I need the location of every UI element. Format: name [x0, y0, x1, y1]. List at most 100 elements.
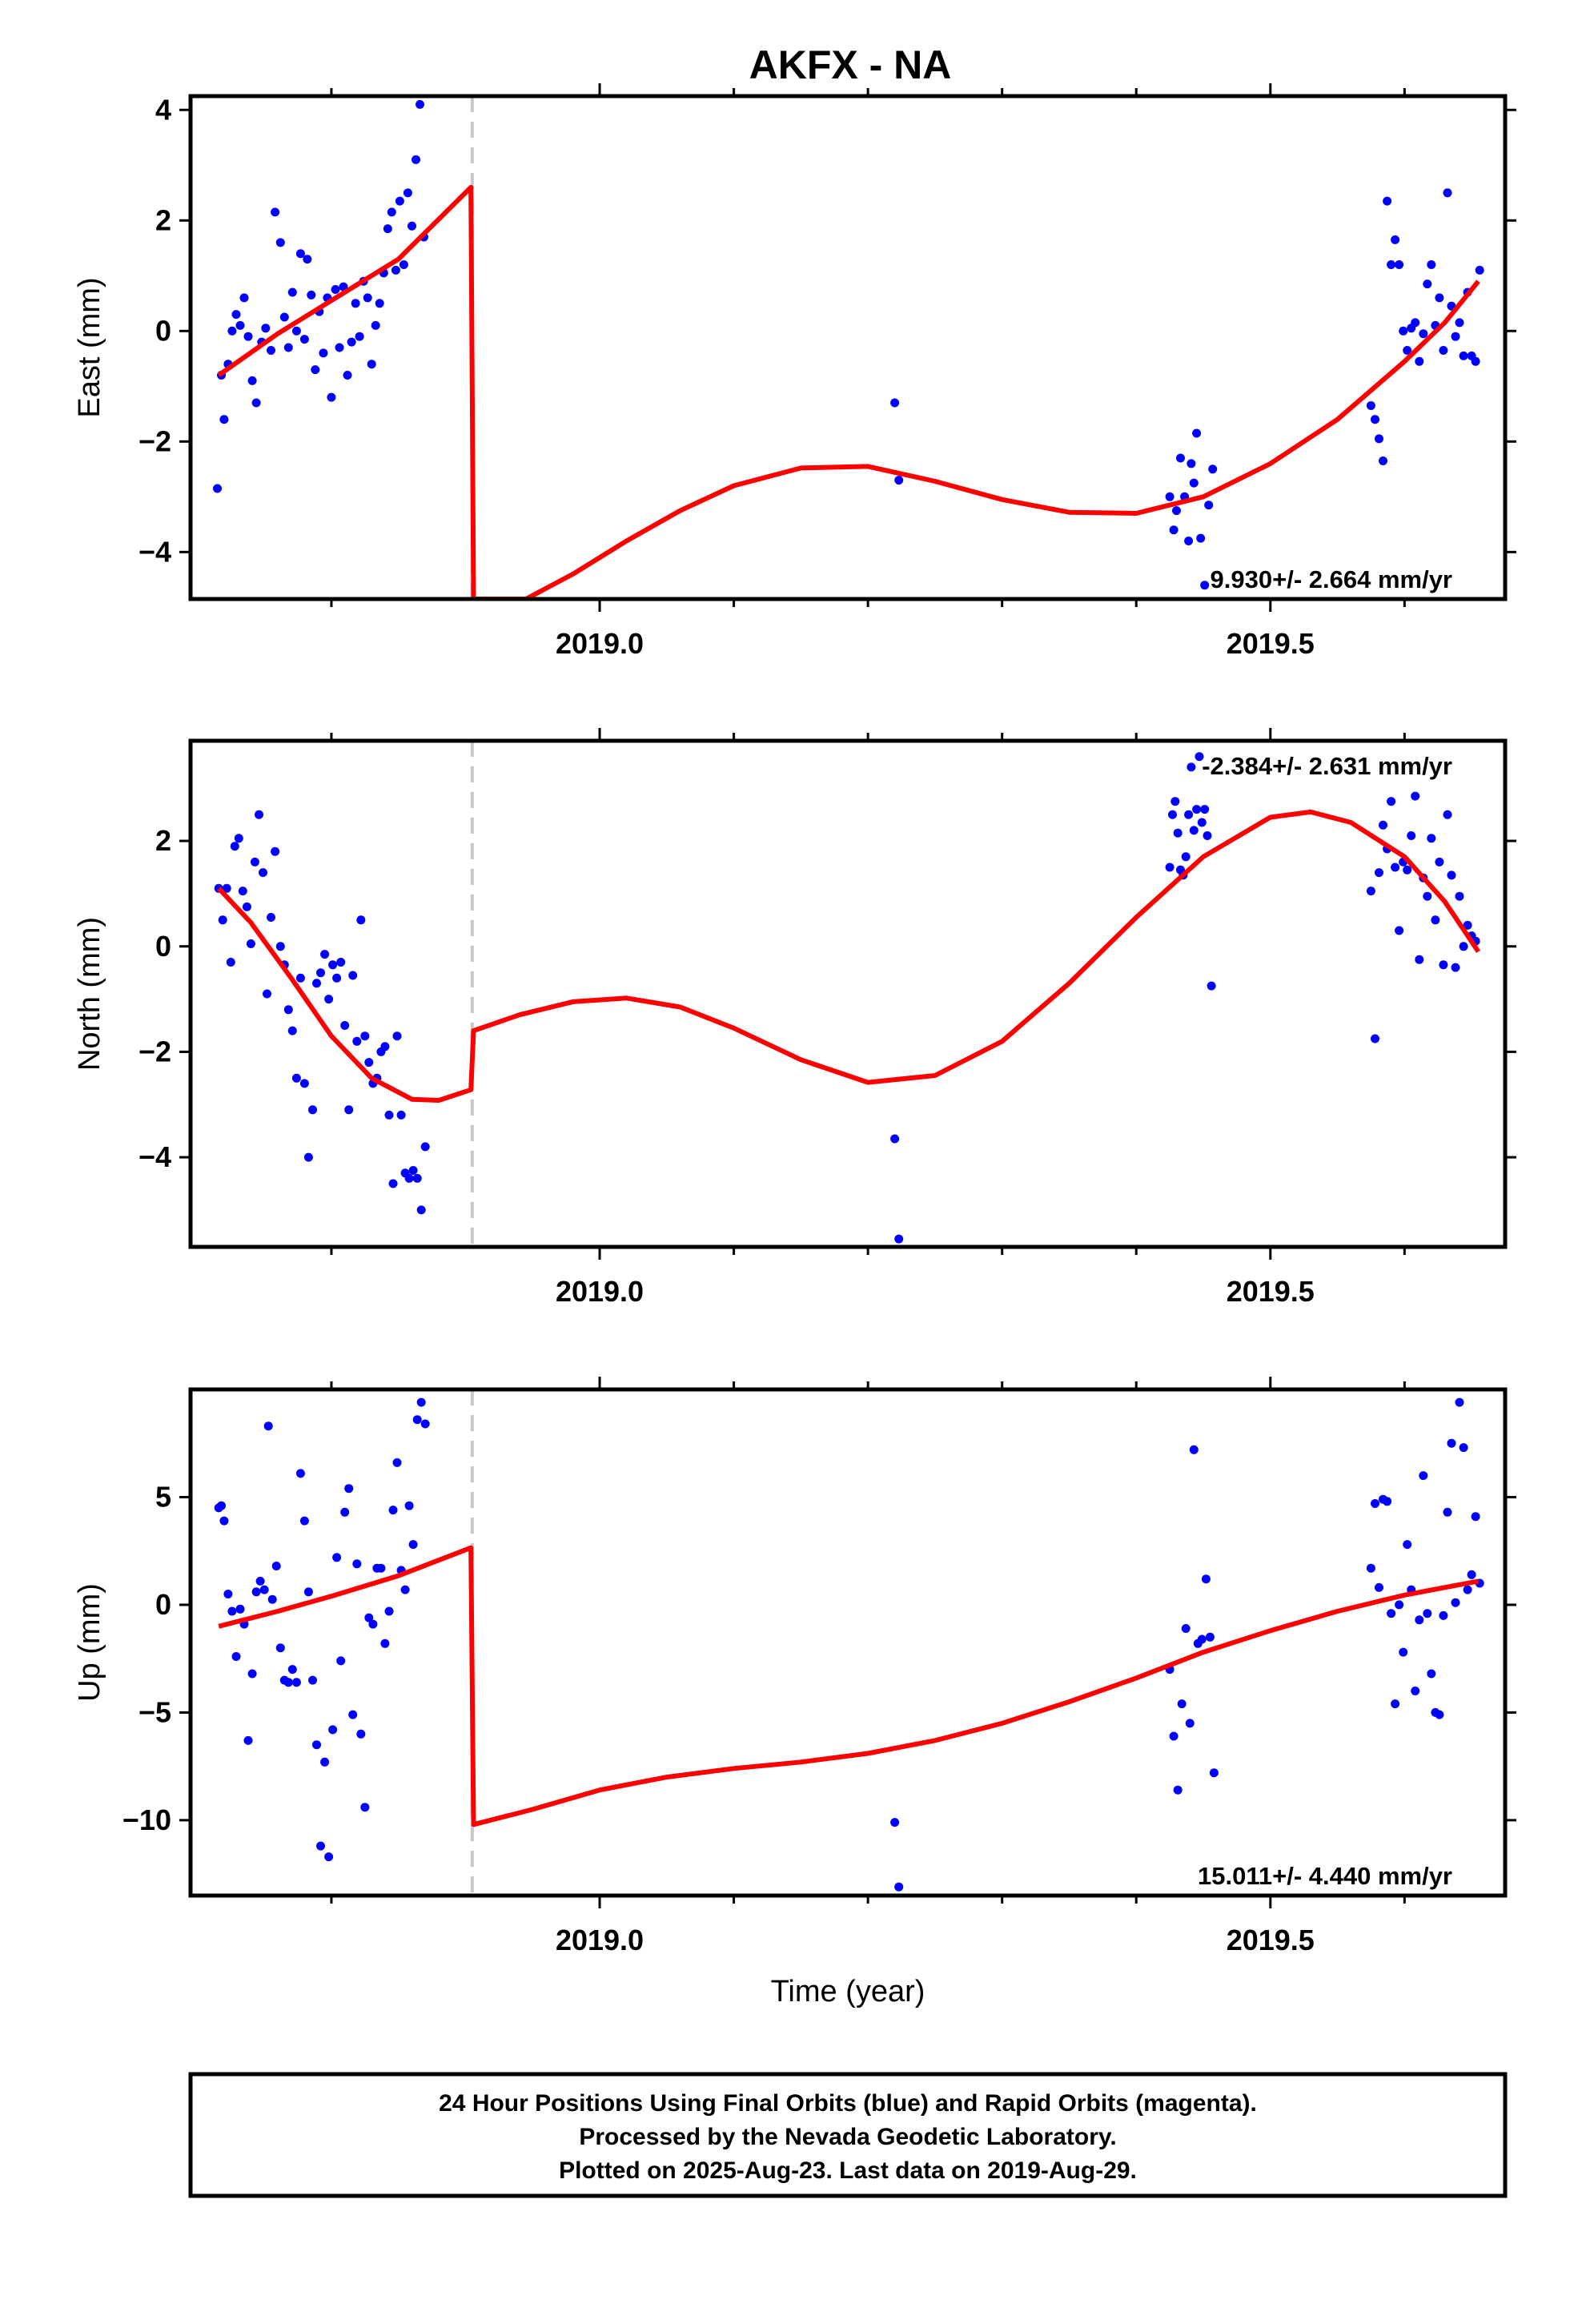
up-data-point-54	[894, 1882, 904, 1892]
north-data-point-86	[1431, 915, 1440, 925]
north-data-point-30	[336, 958, 346, 967]
north-data-point-10	[255, 810, 263, 819]
up-data-point-49	[408, 1540, 418, 1550]
north-frame	[188, 738, 1508, 1249]
east-data-point-22	[303, 255, 312, 264]
north-data-point-79	[1403, 865, 1412, 875]
east-data-point-5	[231, 310, 241, 320]
east-data-point-79	[1415, 356, 1424, 366]
up-data-point-11	[255, 1576, 265, 1586]
up-y-axis-label: Up (mm)	[73, 1583, 106, 1702]
east-data-point-29	[331, 285, 340, 294]
up-data-point-36	[356, 1729, 366, 1739]
up-data-point-76	[1403, 1540, 1412, 1550]
up-data-point-91	[1463, 1585, 1472, 1594]
east-y-tick-label-4: 4	[155, 93, 171, 126]
east-data-point-7	[239, 293, 249, 303]
up-data-point-93	[1471, 1512, 1480, 1522]
up-data-point-63	[1197, 1634, 1207, 1644]
north-data-point-37	[364, 1058, 374, 1068]
east-data-point-70	[1379, 456, 1387, 465]
up-data-point-72	[1387, 1609, 1396, 1618]
north-data-point-26	[320, 950, 330, 959]
east-y-axis-label: East (mm)	[73, 277, 106, 417]
up-data-point-15	[271, 1562, 281, 1570]
up-data-point-25	[312, 1740, 321, 1750]
north-data-point-57	[1173, 828, 1182, 838]
east-data-point-63	[1196, 533, 1206, 543]
north-data-point-25	[316, 968, 325, 978]
north-data-point-90	[1447, 870, 1456, 880]
east-data-point-75	[1399, 326, 1408, 336]
east-data-point-94	[1475, 265, 1484, 275]
up-y-tick-label-1: −5	[139, 1695, 171, 1728]
east-data-point-23	[307, 290, 316, 300]
up-data-point-57	[1173, 1785, 1182, 1795]
up-data-point-61	[1189, 1445, 1199, 1454]
up-data-point-1	[217, 1501, 226, 1510]
up-data-point-31	[336, 1656, 346, 1666]
east-y-tick-label-3: 2	[155, 203, 171, 236]
up-data-point-12	[259, 1585, 269, 1594]
east-data-point-30	[335, 343, 344, 352]
up-data-points	[214, 1397, 1484, 1892]
east-data-point-28	[327, 392, 336, 402]
east-data-point-44	[391, 265, 400, 275]
up-data-point-53	[890, 1818, 900, 1827]
north-data-point-85	[1427, 834, 1436, 843]
east-y-tick-label-1: −2	[139, 424, 171, 457]
up-data-point-89	[1455, 1397, 1464, 1407]
north-data-point-84	[1423, 891, 1432, 901]
east-data-point-49	[412, 155, 420, 164]
up-data-point-42	[380, 1638, 390, 1648]
up-data-point-67	[1366, 1563, 1375, 1573]
up-data-point-45	[392, 1458, 402, 1467]
up-data-point-26	[316, 1841, 325, 1851]
north-data-point-41	[380, 1042, 390, 1051]
north-data-point-9	[250, 857, 259, 866]
up-data-point-22	[299, 1516, 309, 1526]
up-y-tick-label-3: 5	[155, 1480, 171, 1513]
east-data-point-12	[261, 324, 271, 333]
up-data-point-59	[1181, 1624, 1191, 1633]
north-data-point-73	[1379, 820, 1387, 830]
east-data-point-59	[1184, 537, 1194, 545]
north-data-point-1	[218, 915, 227, 925]
north-data-point-21	[299, 1079, 309, 1088]
north-data-point-53	[894, 1234, 904, 1244]
north-data-point-54	[1165, 862, 1174, 872]
north-data-point-32	[344, 1105, 354, 1115]
north-data-point-45	[396, 1110, 406, 1120]
footer-line-2: Processed by the Nevada Geodetic Laborat…	[579, 2124, 1116, 2150]
east-data-point-34	[351, 299, 360, 308]
east-data-point-16	[279, 312, 289, 322]
north-data-point-52	[890, 1134, 900, 1144]
north-data-point-75	[1387, 797, 1396, 806]
up-rate-annotation: 15.011+/- 4.440 mm/yr	[1198, 1862, 1452, 1890]
up-data-point-29	[328, 1725, 338, 1735]
east-data-point-20	[295, 249, 305, 259]
up-data-point-81	[1423, 1609, 1432, 1618]
east-data-point-84	[1435, 293, 1444, 303]
east-data-point-0	[213, 484, 222, 493]
up-data-point-71	[1383, 1497, 1392, 1506]
north-data-point-70	[1366, 887, 1375, 896]
north-data-point-12	[263, 989, 271, 999]
up-data-point-86	[1443, 1507, 1452, 1517]
up-data-point-33	[344, 1484, 354, 1494]
north-data-point-82	[1415, 955, 1424, 964]
north-data-point-35	[356, 915, 366, 925]
north-data-point-18	[287, 1026, 297, 1035]
up-data-point-66	[1209, 1768, 1219, 1778]
up-data-point-18	[283, 1678, 293, 1687]
east-data-point-9	[247, 376, 257, 385]
up-data-point-30	[332, 1553, 342, 1562]
up-data-point-16	[275, 1643, 285, 1653]
north-data-point-4	[230, 842, 239, 851]
east-data-point-10	[251, 398, 261, 408]
up-data-point-73	[1391, 1699, 1400, 1709]
east-data-point-38	[367, 360, 376, 369]
north-data-point-94	[1463, 920, 1472, 930]
east-model-curve	[217, 184, 1480, 599]
